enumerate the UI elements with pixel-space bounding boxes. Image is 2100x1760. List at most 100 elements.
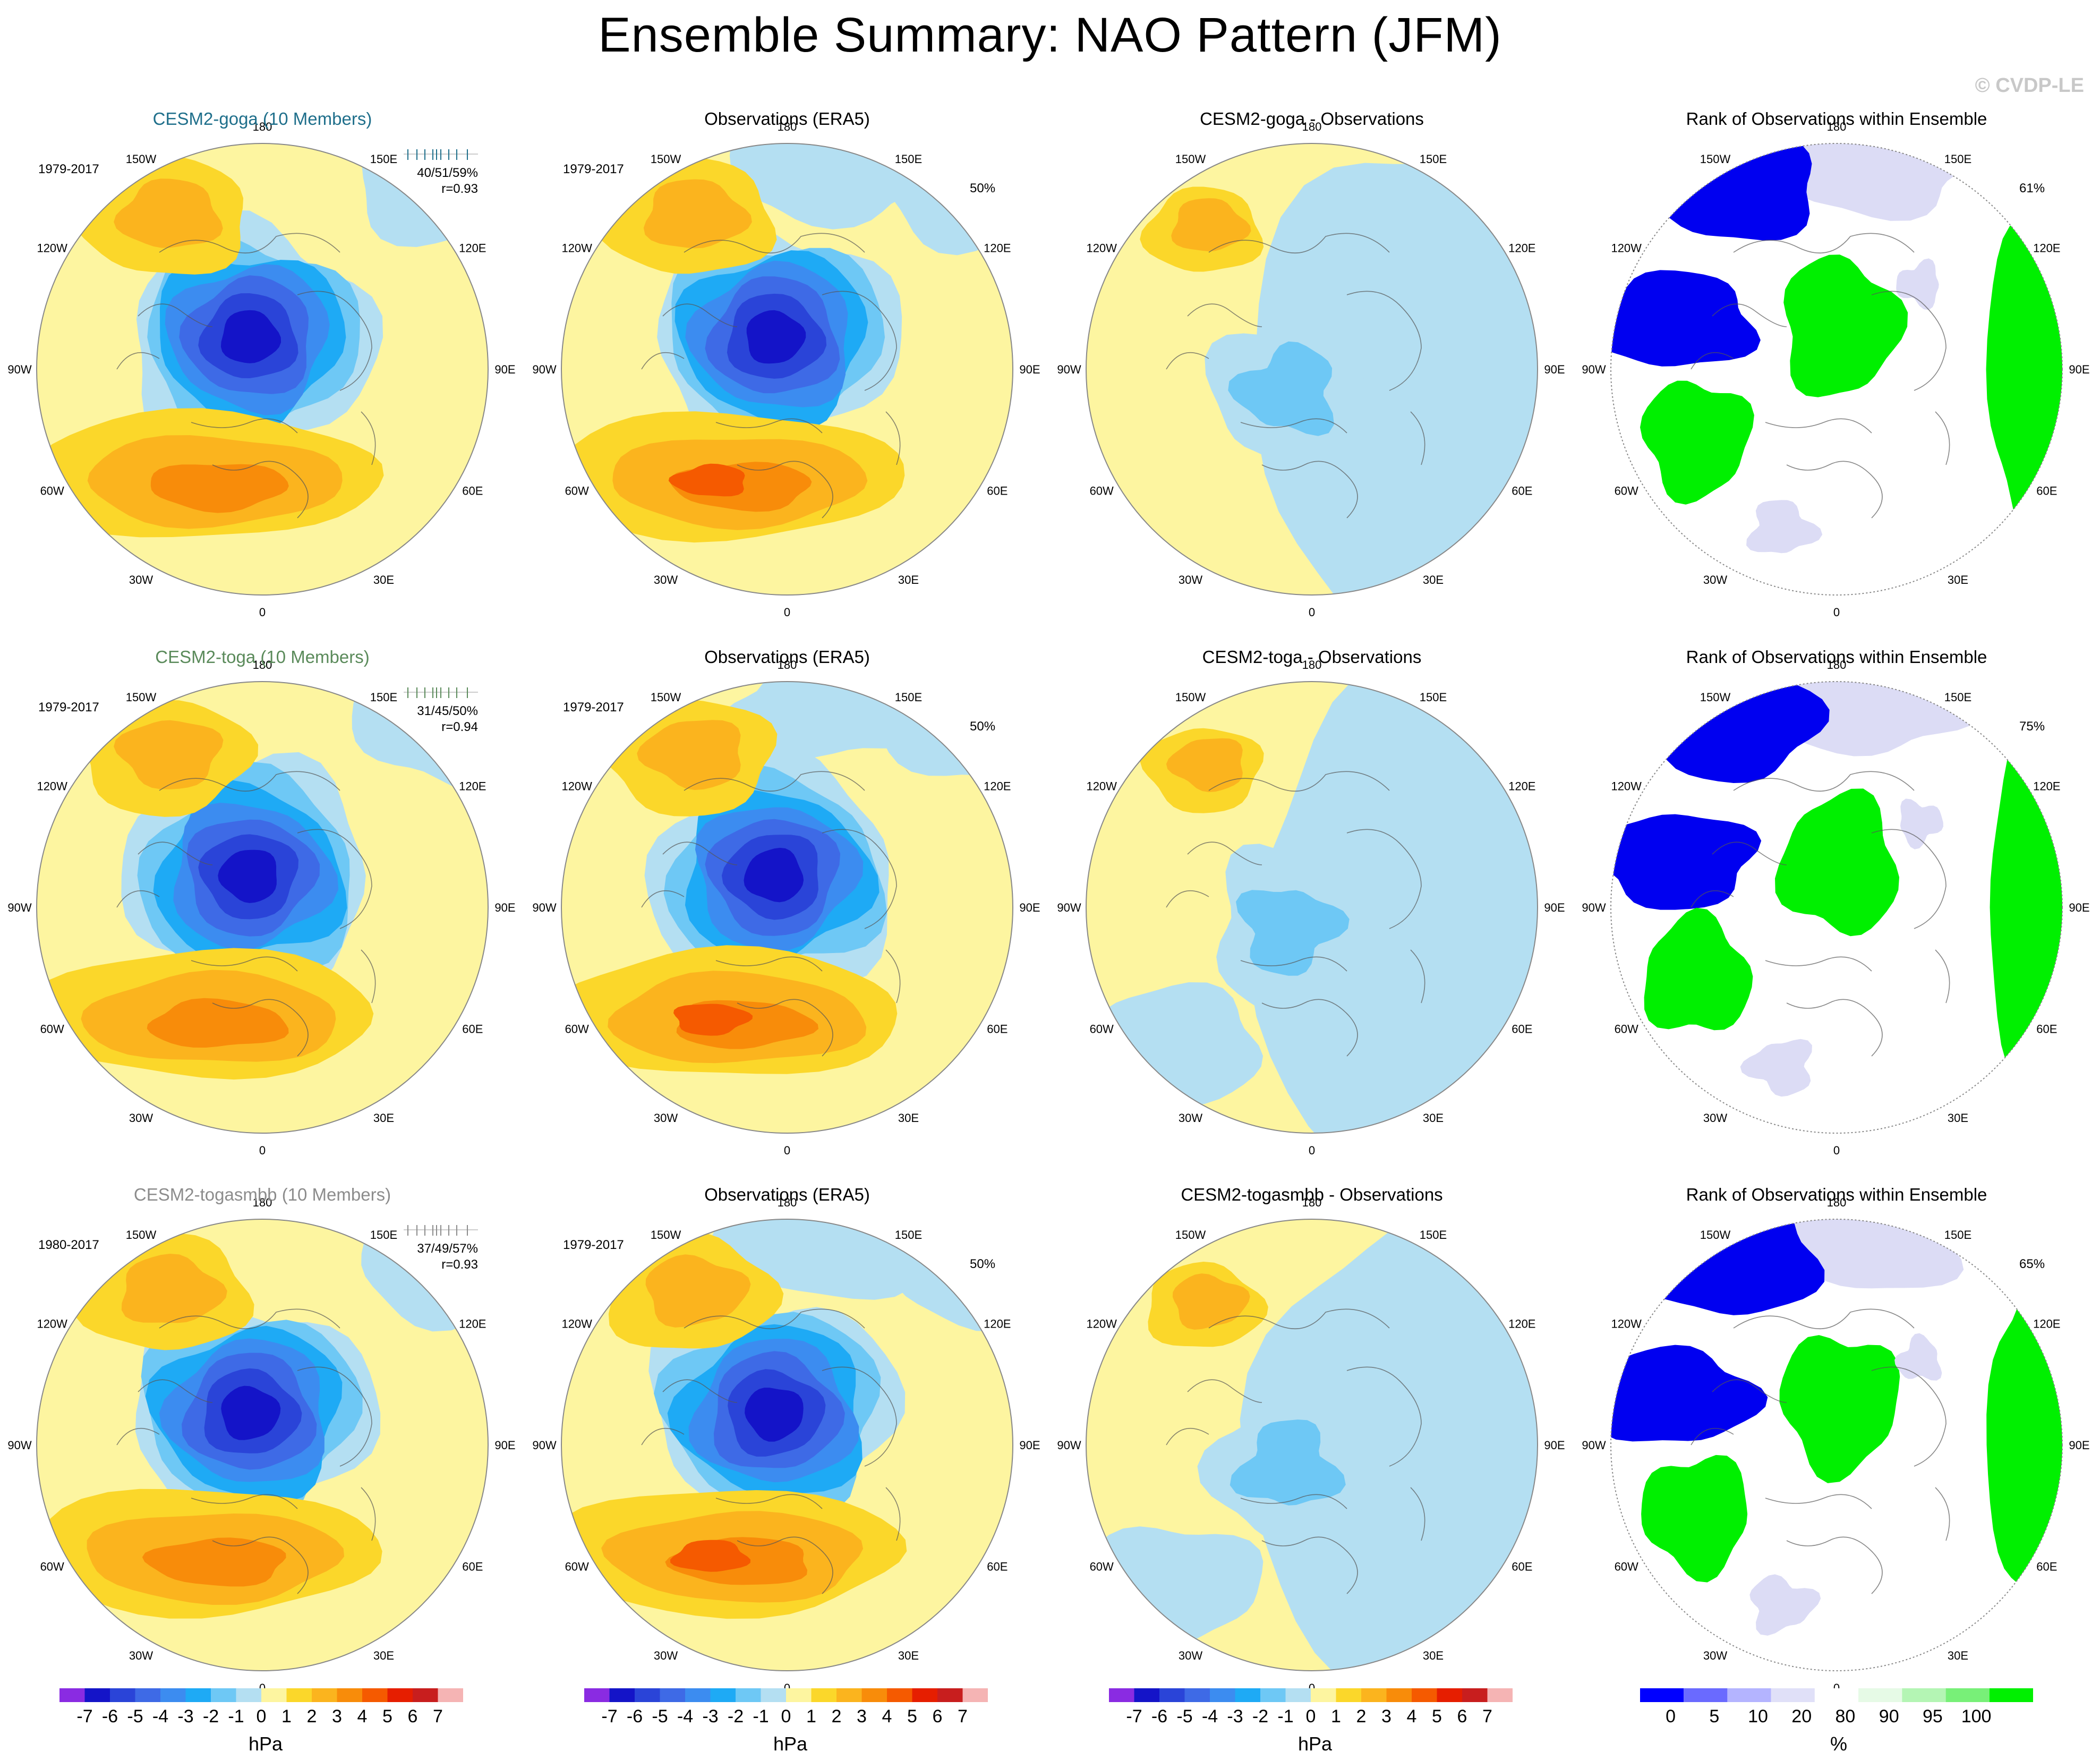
longitude-label: 60E [462, 1560, 483, 1574]
longitude-label: 180 [778, 658, 797, 671]
pattern-correlation: r=0.94 [441, 720, 478, 734]
ensemble-tick-strip [404, 1225, 478, 1236]
map-boundary [1610, 681, 2063, 1134]
colorbar-label: -2 [1252, 1706, 1268, 1727]
colorbar-swatch [1412, 1688, 1437, 1702]
coastline [159, 233, 340, 253]
coastline [212, 999, 309, 1057]
longitude-label: 90E [1544, 1439, 1565, 1452]
colorbar-label: -2 [203, 1706, 219, 1727]
longitude-label: 120W [1086, 242, 1117, 255]
coastline [1765, 956, 1872, 972]
longitude-label: 150E [895, 1228, 922, 1242]
longitude-label: 120W [37, 242, 67, 255]
stats-percentiles: 31/45/50% [417, 704, 478, 718]
colorbar-swatch [887, 1688, 912, 1702]
coastline [1712, 303, 1787, 327]
longitude-label: 90E [494, 363, 515, 376]
panel-title: CESM2-goga (10 Members) [152, 109, 372, 129]
period-label: 1979-2017 [38, 162, 99, 176]
colorbar-unit: % [1830, 1733, 1848, 1755]
longitude-label: 120E [1508, 1317, 1535, 1331]
coastline [641, 352, 685, 370]
stats-percentiles: 40/51/59% [417, 166, 478, 180]
positive-contour [643, 179, 752, 249]
colorbar-swatch [1902, 1688, 1946, 1702]
colorbar-unit: hPa [249, 1733, 283, 1755]
longitude-label: 30E [1948, 1111, 1968, 1125]
longitude-label: 150E [370, 1228, 397, 1242]
longitude-label: 30W [129, 1111, 153, 1125]
longitude-label: 120W [1086, 1317, 1117, 1331]
negative-region [1236, 890, 1350, 976]
coastline [138, 1379, 213, 1403]
longitude-label: 120W [1086, 780, 1117, 793]
colorbar-label: 100 [1961, 1706, 1992, 1727]
period-label: 1980-2017 [38, 1238, 99, 1252]
longitude-label: 150W [651, 691, 681, 704]
period-label: 1979-2017 [563, 700, 624, 715]
longitude-label: 60W [1615, 1023, 1638, 1036]
longitude-label: 150W [1700, 152, 1731, 166]
rank-region-low [1641, 1219, 1825, 1315]
longitude-label: 0 [259, 1144, 266, 1157]
longitude-label: 30E [1423, 573, 1444, 586]
rank-region [1900, 798, 1943, 849]
colorbar-swatch [710, 1688, 736, 1702]
coastline [662, 303, 738, 327]
colorbar-label: 10 [1748, 1706, 1768, 1727]
longitude-label: 180 [778, 1196, 797, 1209]
longitude-label: 30E [1423, 1649, 1444, 1662]
longitude-label: 30W [1703, 1649, 1727, 1662]
longitude-label: 30W [654, 1111, 678, 1125]
colorbar-label: 80 [1835, 1706, 1855, 1727]
colorbar-label: 4 [1407, 1706, 1417, 1727]
coastline [1691, 890, 1734, 908]
colorbar-svg: -7 -6 -5 -4 -3 -2 -1 0 1 2 3 4 5 6 7 [1109, 1688, 1513, 1727]
coastline [1935, 1487, 1950, 1541]
longitude-label: 150E [1420, 152, 1447, 166]
panel-obs-row1: 180 150E 120E 90E 60E 30E 0 30W 60W 90W 120W 150W Ob… [525, 93, 1049, 630]
coastline [297, 829, 372, 929]
longitude-label: 150W [1700, 691, 1731, 704]
coastline [212, 1536, 309, 1594]
longitude-label: 30E [373, 573, 394, 586]
panel-title: Rank of Observations within Ensemble [1686, 647, 1987, 667]
longitude-label: 90W [532, 363, 556, 376]
coastline [662, 1379, 738, 1403]
longitude-label: 30W [1703, 573, 1727, 586]
longitude-label: 150W [651, 1228, 681, 1242]
coastline [116, 352, 160, 370]
coastline [1871, 1366, 1947, 1467]
colorbar-swatch [685, 1688, 711, 1702]
longitude-label: 60E [1512, 1560, 1532, 1574]
longitude-label: 150W [126, 1228, 157, 1242]
longitude-label: 120W [37, 1317, 67, 1331]
coastline [1240, 418, 1347, 433]
field-layer [1086, 682, 1538, 1133]
colorbar-hpa: -7 -6 -5 -4 -3 -2 -1 0 1 2 3 4 5 6 7 [59, 1688, 474, 1739]
coastline [885, 411, 901, 465]
rank-region-high [1775, 788, 1899, 937]
colorbar-label: 3 [857, 1706, 867, 1727]
coastline [737, 461, 833, 518]
longitude-label: 60W [1090, 1023, 1114, 1036]
negative-region [721, 682, 947, 759]
longitude-label: 90W [1582, 1439, 1606, 1452]
coastline [138, 841, 213, 865]
panel-diff-row3: 180 150E 120E 90E 60E 30E 0 30W 60W 90W 120W 150W CE… [1049, 1169, 1574, 1705]
coastline [361, 411, 376, 465]
longitude-label: 150W [126, 691, 157, 704]
coastline [1871, 291, 1947, 391]
longitude-label: 60E [1512, 484, 1532, 498]
colorbar-label: -6 [1151, 1706, 1167, 1727]
field-layer [37, 682, 488, 1133]
colorbar-swatch [937, 1688, 963, 1702]
longitude-label: 0 [259, 606, 266, 619]
longitude-label: 30E [1948, 573, 1968, 586]
coastline [1733, 771, 1915, 792]
colorbar-label: 6 [1457, 1706, 1467, 1727]
